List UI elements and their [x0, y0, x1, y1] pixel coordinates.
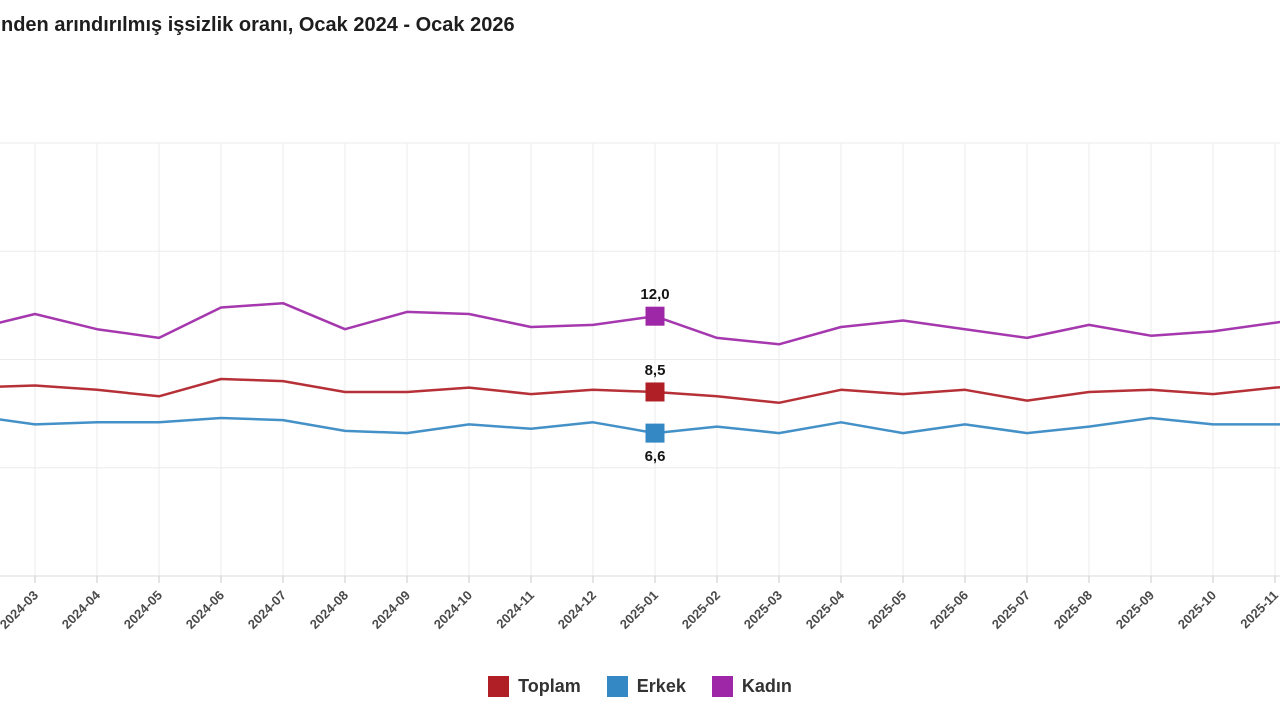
x-tick-label: 2025-11 — [1237, 588, 1280, 632]
x-tick-label: 2025-09 — [1113, 588, 1157, 632]
legend-swatch-toplam — [488, 676, 510, 697]
x-tick-label: 2025-05 — [865, 588, 909, 632]
x-tick-label: 2025-03 — [741, 588, 785, 632]
legend-label-erkek: Erkek — [636, 676, 686, 696]
data-label-kadin: 12,0 — [640, 286, 669, 303]
legend-label-kadin: Kadın — [741, 676, 792, 696]
x-tick-label: 2024-03 — [0, 588, 41, 632]
chart-title: nden arındırılmış işsizlik oranı, Ocak 2… — [1, 14, 515, 36]
legend-label-toplam: Toplam — [518, 676, 581, 696]
x-tick-label: 2024-10 — [431, 588, 475, 632]
legend-item-erkek[interactable]: Erkek — [606, 676, 686, 697]
legend-swatch-erkek — [606, 676, 628, 697]
series-line-erkek — [0, 416, 1280, 435]
highlight-marker-toplam[interactable] — [645, 382, 665, 402]
x-tick-label: 2025-06 — [927, 588, 971, 632]
x-tick-label: 2024-04 — [59, 587, 104, 632]
x-tick-label: 2025-10 — [1175, 588, 1219, 632]
x-tick-label: 2024-07 — [245, 588, 289, 632]
x-tick-label: 2025-02 — [679, 588, 723, 632]
highlight-marker-kadin[interactable] — [645, 306, 665, 326]
x-tick-label: 2025-08 — [1051, 588, 1095, 632]
chart-legend: Toplam Erkek Kadın — [0, 676, 1280, 697]
x-tick-label: 2024-06 — [183, 588, 227, 632]
legend-swatch-kadin — [711, 676, 733, 697]
x-tick-label: 2024-11 — [493, 588, 537, 632]
x-tick-label: 2025-07 — [989, 588, 1033, 632]
legend-item-kadin[interactable]: Kadın — [711, 676, 792, 697]
data-label-erkek: 6,6 — [645, 448, 666, 465]
x-tick-label: 2024-12 — [555, 588, 599, 632]
x-tick-label: 2024-08 — [307, 588, 351, 632]
series-line-kadin — [0, 301, 1280, 346]
x-tick-label: 2024-09 — [369, 588, 413, 632]
x-tick-label: 2024-05 — [121, 588, 165, 632]
x-tick-label: 2025-04 — [803, 587, 848, 632]
series-line-toplam — [0, 377, 1280, 405]
data-label-toplam: 8,5 — [645, 362, 666, 379]
highlight-marker-erkek[interactable] — [645, 423, 665, 443]
x-tick-label: 2025-01 — [617, 588, 661, 632]
legend-item-toplam[interactable]: Toplam — [488, 676, 581, 697]
